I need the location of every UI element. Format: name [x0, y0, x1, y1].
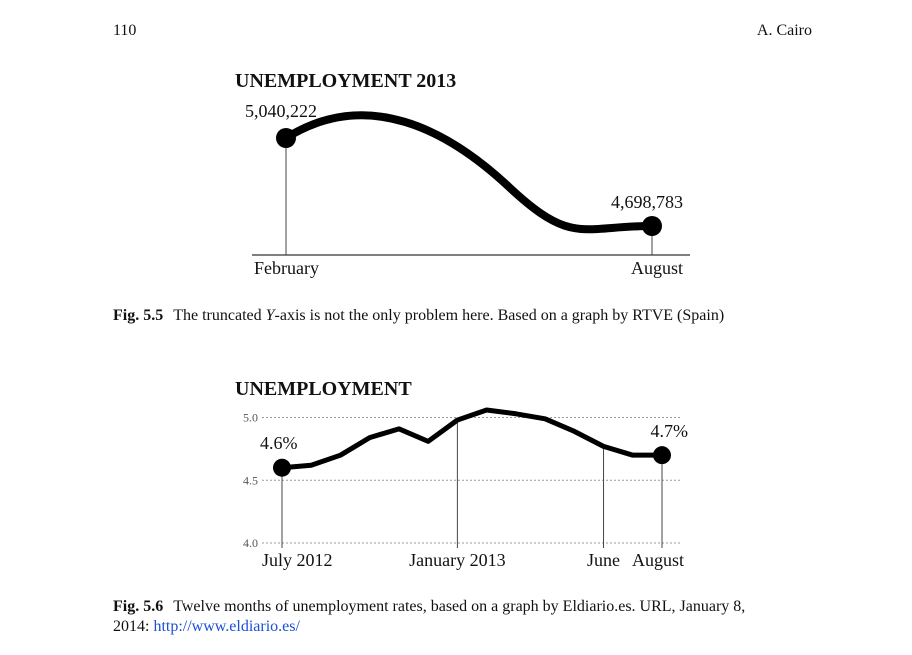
- chart-title: UNEMPLOYMENT 2013: [235, 70, 456, 92]
- x-tick-label: July 2012: [262, 550, 333, 570]
- value-label: 5,040,222: [245, 101, 317, 121]
- line: [282, 111, 656, 234]
- value-label: 4.6%: [260, 433, 298, 453]
- point: [642, 216, 662, 236]
- caption-link[interactable]: http://www.eldiario.es/: [153, 618, 300, 635]
- author: A. Cairo: [757, 22, 812, 39]
- caption-text: The truncated: [173, 307, 265, 324]
- line: [281, 407, 662, 471]
- x-tick-label: February: [254, 258, 319, 278]
- caption-text: 2014:: [113, 618, 153, 635]
- y-tick-label: 5.0: [243, 411, 258, 425]
- x-tick-label: June: [587, 550, 620, 570]
- x-tick-label: August: [631, 258, 683, 278]
- caption: Fig. 5.5 The truncated Y-axis is not the …: [113, 307, 724, 324]
- caption-label: Fig. 5.5: [113, 307, 163, 324]
- caption-text: Twelve months of unemployment rates, bas…: [173, 598, 745, 615]
- caption-label: Fig. 5.6: [113, 598, 163, 615]
- y-tick-label: 4.5: [243, 473, 258, 487]
- chart-title: UNEMPLOYMENT: [235, 378, 412, 400]
- x-tick-label: January 2013: [409, 550, 505, 570]
- caption: Fig. 5.6 Twelve months of unemployment ra…: [113, 598, 745, 615]
- value-label: 4.7%: [651, 421, 689, 441]
- point: [273, 458, 291, 477]
- page-number: 110: [113, 22, 136, 39]
- y-tick-label: 4.0: [243, 536, 258, 550]
- caption-italic: Y: [266, 307, 277, 324]
- point: [276, 128, 296, 148]
- x-tick-label: August: [632, 550, 684, 570]
- caption: 2014: http://www.eldiario.es/: [113, 618, 301, 635]
- point: [653, 446, 671, 465]
- caption-text: -axis is not the only problem here. Base…: [275, 307, 725, 324]
- value-label: 4,698,783: [611, 192, 683, 212]
